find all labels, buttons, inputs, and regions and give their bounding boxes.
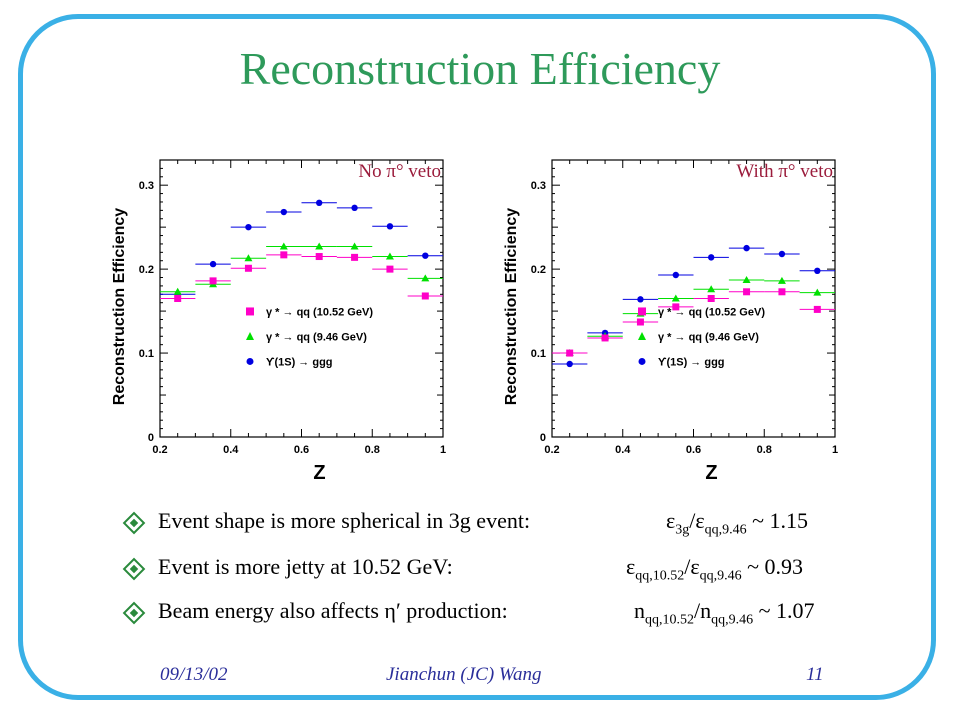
data-point-triangle — [350, 242, 359, 250]
y-tick-label: 0.1 — [531, 348, 546, 360]
data-point-square — [707, 295, 715, 302]
data-point-triangle — [671, 294, 680, 302]
data-point-square — [315, 253, 323, 261]
x-axis-label: Z — [313, 462, 325, 480]
legend-marker-triangle — [638, 331, 646, 340]
legend-label: γ * → qq (9.46 GeV) — [658, 331, 759, 343]
x-tick-label: 0.2 — [152, 444, 167, 456]
y-tick-label: 0.3 — [139, 180, 154, 192]
data-point-triangle — [421, 274, 430, 282]
x-tick-label: 0.2 — [544, 444, 559, 456]
legend-marker-triangle — [246, 331, 254, 340]
data-point-square — [566, 349, 574, 357]
x-tick-label: 0.8 — [365, 444, 380, 456]
bullet-formula: εqq,10.52/εqq,9.46 ~ 0.93 — [626, 554, 804, 584]
data-point-square — [813, 305, 821, 313]
data-point-triangle — [279, 242, 288, 250]
data-point-circle — [245, 223, 252, 231]
panel-label: With π° veto — [736, 161, 833, 182]
data-point-square — [421, 292, 429, 300]
legend-label: γ * → qq (10.52 GeV) — [658, 306, 765, 318]
bullet-text: Event shape is more spherical in 3g even… — [158, 508, 531, 533]
data-point-square — [209, 277, 217, 285]
panel-label: No π° veto — [358, 161, 441, 182]
legend-marker-circle — [246, 357, 254, 365]
data-point-square — [743, 288, 751, 296]
data-point-square — [636, 318, 644, 326]
footer-page-number: 11 — [806, 664, 824, 685]
x-axis-label: Z — [705, 462, 717, 480]
data-point-square — [244, 264, 252, 272]
x-tick-label: 0.8 — [757, 444, 772, 456]
y-tick-label: 0.1 — [139, 348, 154, 360]
data-point-triangle — [707, 285, 716, 293]
data-point-triangle — [244, 254, 253, 262]
slide-title: Reconstruction Efficiency — [239, 43, 721, 94]
footer-date: 09/13/02 — [160, 664, 228, 685]
footer-author: Jianchun (JC) Wang — [386, 664, 542, 685]
data-point-square — [778, 288, 786, 296]
x-tick-label: 1 — [440, 444, 446, 456]
slide-frame — [18, 14, 936, 700]
data-point-circle — [566, 360, 573, 368]
y-tick-label: 0.2 — [531, 264, 546, 276]
data-point-circle — [707, 254, 715, 261]
data-point-circle — [422, 252, 429, 259]
data-point-circle — [351, 204, 358, 212]
y-tick-label: 0 — [148, 432, 154, 444]
legend-marker-circle — [638, 357, 646, 365]
data-point-circle — [743, 244, 750, 252]
data-point-circle — [778, 250, 786, 258]
data-point-square — [386, 265, 394, 273]
x-tick-label: 0.4 — [223, 444, 239, 456]
y-tick-label: 0 — [540, 432, 546, 444]
legend-label: ϒ(1S) → ggg — [658, 356, 725, 368]
data-point-triangle — [385, 252, 394, 260]
data-point-square — [280, 251, 288, 259]
plot-frame — [159, 159, 444, 438]
y-axis-label: Reconstruction Efficiency — [503, 208, 520, 405]
y-tick-label: 0.2 — [139, 264, 154, 276]
data-point-square — [672, 303, 680, 311]
bullet-formula: nqq,10.52/nqq,9.46 ~ 1.07 — [634, 598, 815, 628]
data-point-square — [601, 334, 609, 342]
legend-label: γ * → qq (10.52 GeV) — [266, 306, 373, 318]
data-point-square — [174, 295, 182, 302]
data-point-circle — [386, 223, 394, 230]
data-point-circle — [637, 296, 644, 303]
data-point-circle — [814, 267, 821, 274]
x-tick-label: 0.6 — [294, 444, 309, 456]
legend-label: γ * → qq (9.46 GeV) — [266, 331, 367, 343]
y-tick-label: 0.3 — [531, 180, 546, 192]
bullet-text: Event is more jetty at 10.52 GeV: — [158, 554, 453, 579]
chart-no-pi0-veto: 0.2 0.4 0.6 0.8 1 0 0.1 0.2 0.3 Z Reconstruction E… — [111, 159, 446, 480]
data-point-circle — [315, 199, 323, 207]
x-tick-label: 0.4 — [615, 444, 631, 456]
data-point-square — [351, 253, 359, 261]
data-point-circle — [672, 271, 680, 279]
data-point-circle — [209, 260, 217, 268]
legend-label: ϒ(1S) → ggg — [266, 356, 333, 368]
data-point-triangle — [813, 288, 822, 296]
legend-marker-square — [246, 307, 254, 316]
data-point-triangle — [315, 242, 324, 250]
data-point-circle — [280, 208, 288, 216]
x-tick-label: 0.6 — [686, 444, 701, 456]
data-point-triangle — [173, 287, 182, 295]
x-tick-label: 1 — [832, 444, 838, 456]
bullet-formula: ε3g/εqq,9.46 ~ 1.15 — [666, 508, 809, 538]
legend-marker-square — [638, 307, 646, 316]
y-axis-label: Reconstruction Efficiency — [111, 208, 128, 405]
data-point-triangle — [742, 276, 751, 284]
data-point-triangle — [777, 276, 786, 284]
chart-with-pi0-veto: 0.2 0.4 0.6 0.8 1 0 0.1 0.2 0.3 Z Reconstruction E… — [503, 159, 838, 480]
bullet-text: Beam energy also affects η′ production: — [158, 598, 508, 623]
